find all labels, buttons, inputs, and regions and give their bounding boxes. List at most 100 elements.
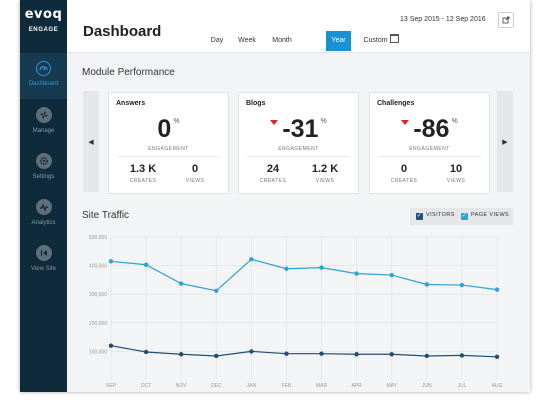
sidebar-item-label: View Site [31,266,56,272]
trend-down-icon [401,120,410,125]
page-views-point [284,266,289,271]
range-year-button[interactable]: Year [326,31,351,51]
checkbox-checked-icon: ✓ [461,213,468,220]
sidebar-item-dashboard[interactable]: Dashboard [20,53,67,99]
x-tick-label: MAY [386,383,397,389]
stat-label: CREATES [259,178,287,184]
visitors-point [389,352,394,357]
analytics-icon [35,199,52,215]
legend-visitors-toggle[interactable]: ✓ VISITORS [416,212,455,220]
creates-stat: 24 CREATES [248,163,298,184]
x-tick-label: APR [351,383,362,389]
visitors-point [143,349,149,355]
engagement-label: ENGAGEMENT [278,146,319,152]
page-views-point [143,262,149,267]
legend-label: PAGE VIEWS [471,212,510,218]
stat-value: 1.3 K [129,163,157,175]
header: Dashboard Day Week Month Year Custom 13 … [67,0,530,53]
page-views-point [319,265,324,270]
views-stat: 0 VIEWS [170,163,220,184]
visitors-point [214,353,219,359]
visitors-point [459,353,465,358]
engagement-label: ENGAGEMENT [148,146,189,152]
x-tick-label: MAR [316,383,328,389]
site-traffic-title: Site Traffic [82,210,130,221]
sidebar-item-view-site[interactable]: View Site [20,238,67,284]
divider [117,156,220,157]
visitors-point [494,354,500,360]
page-views-point [389,272,394,278]
date-range-label: 13 Sep 2015 - 12 Sep 2016 [400,16,486,23]
x-tick-label: JUL [457,383,466,389]
view-site-icon [35,245,52,261]
sidebar-item-settings[interactable]: Settings [20,146,67,192]
range-day-button[interactable]: Day [210,37,224,44]
sidebar-item-label: Dashboard [28,81,59,87]
card-title: Blogs [246,100,266,107]
page-views-line [110,258,498,292]
checkbox-checked-icon: ✓ [416,213,423,220]
visitors-point [284,351,289,356]
y-tick-label: 200,000 [89,321,107,327]
module-card-blogs[interactable]: Blogs -31% ENGAGEMENT 24 CREATES 1.2 K V… [238,92,359,194]
carousel-next-button[interactable]: ▶ [497,91,513,192]
stat-label: CREATES [390,178,418,184]
sidebar: evoq ENGAGE Dashboard Manage Settings [20,0,67,392]
page-views-point [249,257,254,262]
app-window: evoq ENGAGE Dashboard Manage Settings [20,0,530,392]
range-custom-button[interactable]: Custom [359,31,403,51]
app-logo: evoq [24,7,63,22]
range-month-button[interactable]: Month [272,37,292,44]
x-tick-label: NOV [176,383,188,389]
x-tick-label: SEP [106,383,117,389]
range-custom-label: Custom [363,37,388,44]
x-tick-label: OCT [141,383,152,389]
sidebar-item-manage[interactable]: Manage [20,100,67,146]
creates-stat: 1.3 K CREATES [118,163,168,184]
divider [247,156,350,157]
calendar-icon [389,34,399,43]
creates-stat: 0 CREATES [379,163,429,184]
page-views-point [214,288,219,293]
visitors-point [178,352,184,357]
visitors-point [354,352,359,357]
x-tick-label: DEC [211,383,222,389]
visitors-point [319,351,324,356]
range-week-button[interactable]: Week [238,37,256,44]
sidebar-item-label: Manage [32,128,55,134]
site-traffic-chart: 500,000 400,000 300,000 200,000 100,000 SEP OC… [89,235,503,389]
manage-icon [35,107,52,123]
stat-label: CREATES [129,178,157,184]
engagement-value: -86% [370,115,489,144]
page-views-point [494,287,500,292]
carousel-prev-button[interactable]: ◀ [83,91,99,192]
percent-sign: % [173,118,180,125]
module-card-answers[interactable]: Answers 0% ENGAGEMENT 1.3 K CREATES 0 VI… [108,92,229,194]
page-views-point [424,282,430,287]
stat-value: 0 [191,163,199,175]
x-tick-label: JAN [247,383,257,389]
visitors-line [110,345,498,358]
sidebar-item-label: Analytics [31,220,56,226]
page-views-point [354,271,359,276]
y-tick-label: 400,000 [89,264,107,270]
views-stat: 1.2 K VIEWS [300,163,350,184]
trend-down-icon [270,120,279,125]
y-tick-label: 100,000 [89,349,107,355]
engagement-value: 0% [109,115,228,144]
module-card-challenges[interactable]: Challenges -86% ENGAGEMENT 0 CREATES 10 … [369,92,490,194]
engagement-value: -31% [239,115,358,144]
visitors-point [249,349,254,354]
export-icon [502,16,510,24]
x-tick-label: FEB [282,383,292,389]
legend-page-views-toggle[interactable]: ✓ PAGE VIEWS [461,212,509,220]
y-tick-label: 500,000 [89,235,107,241]
x-tick-label: JUN [422,383,432,389]
sidebar-item-analytics[interactable]: Analytics [20,192,67,238]
page-title: Dashboard [83,23,162,40]
export-button[interactable] [498,12,514,28]
engagement-number: -86 [413,115,450,143]
x-tick-label: AUG [492,383,503,389]
stat-value: 24 [266,163,280,175]
percent-sign: % [320,118,327,125]
